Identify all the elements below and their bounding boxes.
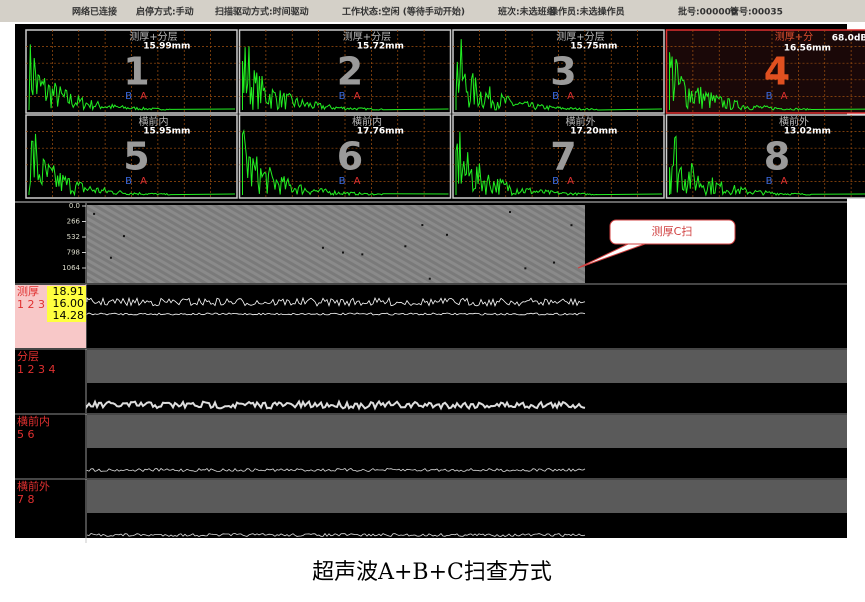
status-item: 启停方式:手动 — [136, 6, 194, 18]
panel-title: 测厚+分 — [775, 30, 813, 43]
cscan-dot — [93, 213, 95, 215]
cscan-dot — [553, 262, 555, 264]
status-item: 扫描驱动方式:时间驱动 — [215, 6, 309, 18]
strip-band — [87, 415, 847, 448]
status-item: 班次:未选班组 — [498, 6, 556, 18]
gate-a: A — [567, 176, 574, 187]
cscan-image — [87, 205, 585, 283]
cscan-y-label: 0.0 — [69, 202, 80, 210]
cscan-dot — [421, 224, 423, 226]
gate-a: A — [140, 176, 147, 187]
panel-number: 7 — [550, 135, 576, 179]
status-item: 网络已连接 — [72, 6, 117, 18]
cscan-dot — [342, 252, 344, 254]
panel-number: 3 — [550, 50, 576, 94]
status-item: 批号:000000 — [678, 6, 737, 18]
panel-number: 1 — [123, 50, 149, 94]
panel-reading: 16.56mm — [784, 44, 831, 54]
cscan-y-label: 532 — [67, 233, 80, 241]
caption: 超声波A+B+C扫查方式 — [312, 560, 552, 585]
callout-text: 测厚C扫 — [652, 225, 693, 238]
cscan-y-label: 798 — [67, 249, 80, 257]
status-item: 操作员:未选操作员 — [549, 6, 625, 18]
cscan-y-label: 1064 — [62, 264, 80, 272]
gate-b: B — [766, 176, 773, 187]
strip-band — [87, 350, 847, 383]
strip-name: 测厚 — [17, 285, 39, 298]
status-item: 管号:00035 — [730, 6, 783, 18]
panel-reading: 17.76mm — [357, 127, 404, 137]
gate-a: A — [140, 91, 147, 102]
gate-b: B — [552, 176, 559, 187]
gate-b: B — [339, 91, 346, 102]
gate-b: B — [766, 91, 773, 102]
cscan-dot — [446, 234, 448, 236]
strip-channels: 7 8 — [17, 493, 35, 506]
gate-b: B — [552, 91, 559, 102]
panel-reading: 15.99mm — [143, 42, 190, 52]
strip-reading: 14.28 — [53, 309, 85, 322]
cscan-y-label: 266 — [67, 218, 81, 226]
cscan-dot — [570, 224, 572, 226]
strip-name: 横前内 — [17, 414, 50, 428]
strip-band — [87, 480, 847, 513]
gate-b: B — [125, 176, 132, 187]
panel-gain: 68.0dB — [832, 34, 865, 44]
gate-a: A — [781, 91, 788, 102]
panel-number: 5 — [123, 135, 149, 179]
gate-a: A — [354, 176, 361, 187]
panel-number: 6 — [337, 135, 363, 179]
panel-number: 2 — [337, 50, 363, 94]
cscan-dot — [361, 253, 363, 255]
strip-name: 分层 — [17, 350, 39, 363]
gate-b: B — [339, 176, 346, 187]
strip-channels: 1 2 3 — [17, 298, 45, 311]
cscan-dot — [123, 235, 125, 237]
gate-a: A — [354, 91, 361, 102]
panel-number: 8 — [764, 135, 790, 179]
status-item: 工作状态:空闲 (等待手动开始) — [342, 6, 465, 18]
gate-a: A — [781, 176, 788, 187]
panel-reading: 15.75mm — [570, 42, 617, 52]
cscan-dot — [524, 267, 526, 269]
panel-reading: 15.72mm — [357, 42, 404, 52]
panel-reading: 17.20mm — [570, 127, 617, 137]
cscan-dot — [110, 257, 112, 259]
gate-a: A — [567, 91, 574, 102]
gate-b: B — [125, 91, 132, 102]
cscan-dot — [429, 278, 431, 280]
strip-channels: 5 6 — [17, 428, 35, 441]
cscan-dot — [404, 245, 406, 247]
strip-channels: 1 2 3 4 — [17, 363, 55, 376]
panel-reading: 15.95mm — [143, 127, 190, 137]
cscan-dot — [322, 247, 324, 249]
strip-name: 横前外 — [17, 479, 50, 493]
cscan-dot — [509, 211, 511, 213]
panel-number: 4 — [764, 50, 790, 94]
panel-reading: 13.02mm — [784, 127, 831, 137]
